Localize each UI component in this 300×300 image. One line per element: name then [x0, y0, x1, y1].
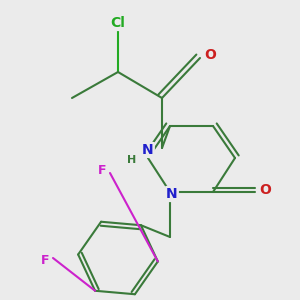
- Text: N: N: [142, 143, 154, 157]
- Text: N: N: [166, 187, 178, 201]
- Text: O: O: [259, 183, 271, 197]
- Text: O: O: [204, 48, 216, 62]
- Text: F: F: [98, 164, 106, 176]
- Text: F: F: [41, 254, 49, 268]
- Text: Cl: Cl: [111, 16, 125, 30]
- Text: H: H: [128, 155, 136, 165]
